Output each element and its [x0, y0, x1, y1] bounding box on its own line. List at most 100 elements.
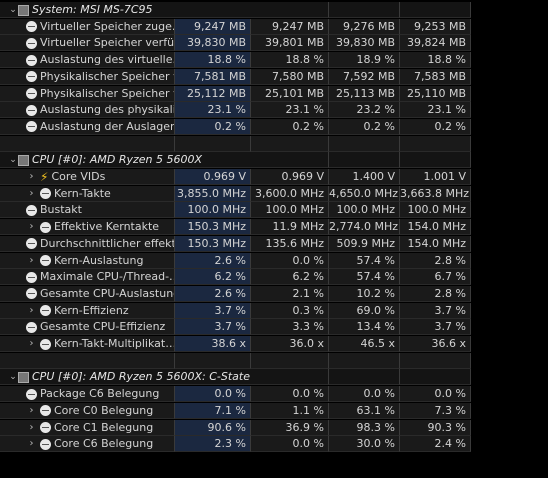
- sensor-label-cell[interactable]: › Core C6 Belegung: [0, 436, 175, 453]
- expand-chevron-icon[interactable]: ›: [29, 187, 34, 199]
- expand-chevron-icon[interactable]: ›: [29, 421, 34, 433]
- sensor-label-cell[interactable]: › Kern-Effizienz: [0, 302, 175, 319]
- current-value: 2.6 %: [175, 285, 251, 302]
- sensor-row[interactable]: Physikalischer Speicher v…25,112 MB25,10…: [0, 85, 548, 102]
- sensor-label-cell[interactable]: Physikalischer Speicher v…: [0, 68, 175, 85]
- avg-value: 9,253 MB: [400, 18, 471, 35]
- sensor-row[interactable]: › Kern-Auslastung 2.6 % 0.0 % 57.4 % 2.8 %: [0, 252, 548, 269]
- sensor-row[interactable]: Auslastung des virtuelle… 18.8 % 18.8 % 18.…: [0, 52, 548, 69]
- sensor-label-cell[interactable]: Durchschnittlicher effekti…: [0, 235, 175, 252]
- group-header-row[interactable]: ⌄ CPU [#0]: AMD Ryzen 5 5600X: [0, 152, 548, 169]
- max-value: 57.4 %: [329, 269, 400, 286]
- expand-chevron-icon[interactable]: ›: [29, 221, 34, 233]
- sensor-label-cell[interactable]: Maximale CPU-/Thread-…: [0, 269, 175, 286]
- sensor-row[interactable]: › Core C0 Belegung 7.1 % 1.1 % 63.1 % 7.3 %: [0, 402, 548, 419]
- circle-minus-icon: [26, 321, 37, 333]
- sensor-row[interactable]: Auslastung des physikali… 23.1 % 23.1 % 23.…: [0, 102, 548, 119]
- expand-chevron-icon[interactable]: ›: [29, 404, 34, 416]
- max-value: 4,650.0 MHz: [329, 185, 400, 202]
- min-value: 25,101 MB: [251, 85, 329, 102]
- avg-value: 18.8 %: [400, 52, 471, 69]
- sensor-label-cell[interactable]: › Kern-Takt-Multiplikat…: [0, 336, 175, 352]
- sensor-label: Kern-Effizienz: [54, 303, 129, 317]
- current-value: 7.1 %: [175, 402, 251, 419]
- sensor-label-cell[interactable]: › Kern-Takte: [0, 185, 175, 202]
- sensor-label: Kern-Takte: [54, 186, 111, 200]
- sensor-row[interactable]: Durchschnittlicher effekti… 150.3 MHz 135.…: [0, 235, 548, 252]
- max-value: 0.2 %: [329, 118, 400, 135]
- expand-chevron-icon[interactable]: ›: [29, 254, 34, 266]
- expand-chevron-icon[interactable]: ›: [29, 171, 34, 182]
- sensor-label-cell[interactable]: Virtueller Speicher zuge…: [0, 18, 175, 35]
- group-header-row[interactable]: ⌄ CPU [#0]: AMD Ryzen 5 5600X: C-State Be…: [0, 369, 548, 386]
- sensor-row[interactable]: Virtueller Speicher verfü… 39,830 MB 39,80…: [0, 35, 548, 52]
- sensor-label: Core C6 Belegung: [54, 437, 154, 451]
- avg-value: 25,110 MB: [400, 85, 471, 102]
- collapse-chevron-icon[interactable]: ⌄: [9, 155, 17, 166]
- sensor-label-cell[interactable]: Auslastung der Auslager…: [0, 118, 175, 135]
- circle-minus-icon: [40, 255, 51, 266]
- circle-minus-icon: [40, 338, 51, 350]
- max-value: 18.9 %: [329, 52, 400, 69]
- sensor-row[interactable]: › Effektive Kerntakte 150.3 MHz 11.9 MHz 2,7…: [0, 219, 548, 236]
- avg-value: 7,583 MB: [400, 68, 471, 85]
- circle-minus-icon: [26, 54, 37, 66]
- avg-value: 1.001 V: [400, 169, 471, 185]
- sensor-row[interactable]: › Kern-Takt-Multiplikat… 38.6 x 36.0 x 46.5 …: [0, 336, 548, 352]
- circle-minus-icon: [40, 188, 51, 200]
- sensor-row[interactable]: › ⚡ Core VIDs 0.969 V 0.969 V 1.400 V 1.001 V: [0, 169, 548, 185]
- expand-chevron-icon[interactable]: ›: [29, 338, 34, 349]
- sensor-label-cell[interactable]: Gesamte CPU-Effizienz: [0, 319, 175, 336]
- sensor-label-cell[interactable]: Virtueller Speicher verfü…: [0, 35, 175, 52]
- spacer-cell: [400, 352, 471, 369]
- sensor-row[interactable]: Virtueller Speicher zuge… 9,247 MB 9,247 M…: [0, 18, 548, 35]
- sensor-row[interactable]: Gesamte CPU-Auslastung 2.6 % 2.1 % 10.2 % 2.…: [0, 285, 548, 302]
- group-header-label-cell[interactable]: ⌄ CPU [#0]: AMD Ryzen 5 5600X: [0, 152, 251, 169]
- sensor-row[interactable]: Maximale CPU-/Thread-… 6.2 % 6.2 % 57.4 % 6.…: [0, 269, 548, 286]
- cpu-chip-icon: [18, 371, 29, 383]
- sensor-row[interactable]: Bustakt 100.0 MHz 100.0 MHz 100.0 MHz 100.0 …: [0, 202, 548, 219]
- sensor-row[interactable]: Package C6 Belegung 0.0 % 0.0 % 0.0 % 0.0 %: [0, 386, 548, 403]
- sensor-label-cell[interactable]: › ⚡ Core VIDs: [0, 169, 175, 185]
- avg-value: 36.6 x: [400, 336, 471, 352]
- collapse-chevron-icon[interactable]: ⌄: [9, 372, 17, 383]
- expand-chevron-icon[interactable]: ›: [29, 438, 34, 450]
- sensor-row[interactable]: Gesamte CPU-Effizienz 3.7 % 3.3 % 13.4 % 3.7…: [0, 319, 548, 336]
- max-value: 1.400 V: [329, 169, 400, 185]
- group-title: CPU [#0]: AMD Ryzen 5 5600X: [32, 153, 203, 167]
- min-value: 36.0 x: [251, 336, 329, 352]
- min-value: 18.8 %: [251, 52, 329, 69]
- sensor-label-cell[interactable]: Gesamte CPU-Auslastung: [0, 285, 175, 302]
- current-value: 3.7 %: [175, 302, 251, 319]
- expand-chevron-icon[interactable]: ›: [29, 304, 34, 316]
- sensor-label-cell[interactable]: Bustakt: [0, 202, 175, 219]
- group-header-empty-cell: [400, 152, 471, 169]
- sensor-label-cell[interactable]: › Kern-Auslastung: [0, 252, 175, 269]
- avg-value: 2.8 %: [400, 252, 471, 269]
- sensor-row[interactable]: › Kern-Takte 3,855.0 MHz 3,600.0 MHz 4,650.0…: [0, 185, 548, 202]
- circle-minus-icon: [26, 288, 37, 300]
- max-value: 13.4 %: [329, 319, 400, 336]
- sensor-row[interactable]: Auslastung der Auslager… 0.2 % 0.2 % 0.2 % 0…: [0, 118, 548, 135]
- sensor-label-cell[interactable]: Package C6 Belegung: [0, 386, 175, 403]
- spacer-cell: [175, 352, 251, 369]
- sensor-row[interactable]: › Core C6 Belegung 2.3 % 0.0 % 30.0 % 2.4 %: [0, 436, 548, 453]
- sensor-label-cell[interactable]: Physikalischer Speicher v…: [0, 85, 175, 102]
- sensor-row[interactable]: › Core C1 Belegung 90.6 % 36.9 % 98.3 % 90.3 …: [0, 419, 548, 436]
- collapse-chevron-icon[interactable]: ⌄: [9, 5, 17, 15]
- sensor-label-cell[interactable]: Auslastung des physikali…: [0, 102, 175, 119]
- sensor-label-cell[interactable]: › Core C1 Belegung: [0, 419, 175, 436]
- avg-value: 39,824 MB: [400, 35, 471, 52]
- circle-minus-icon: [40, 405, 51, 417]
- circle-minus-icon: [26, 271, 37, 283]
- group-header-label-cell[interactable]: ⌄ System: MSI MS-7C95: [0, 2, 251, 18]
- sensor-row[interactable]: Physikalischer Speicher v…7,581 MB7,580 …: [0, 68, 548, 85]
- group-header-row[interactable]: ⌄ System: MSI MS-7C95: [0, 2, 548, 18]
- sensor-label-cell[interactable]: › Effektive Kerntakte: [0, 219, 175, 236]
- sensor-label-cell[interactable]: › Core C0 Belegung: [0, 402, 175, 419]
- group-header-label-cell[interactable]: ⌄ CPU [#0]: AMD Ryzen 5 5600X: C-State Be…: [0, 369, 251, 386]
- sensor-label: Core VIDs: [51, 170, 106, 183]
- sensor-row[interactable]: › Kern-Effizienz 3.7 % 0.3 % 69.0 % 3.7 %: [0, 302, 548, 319]
- current-value: 2.3 %: [175, 436, 251, 453]
- sensor-label-cell[interactable]: Auslastung des virtuelle…: [0, 52, 175, 69]
